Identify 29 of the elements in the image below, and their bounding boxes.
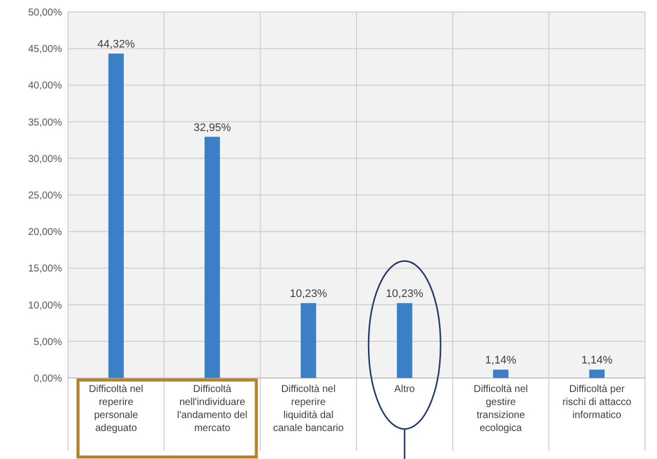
data-label: 1,14% <box>485 354 517 367</box>
data-label: 10,23% <box>386 288 424 300</box>
data-label: 32,95% <box>194 122 232 134</box>
x-tick-label: Difficoltà nel reperire personale adeguato <box>88 384 144 434</box>
y-tick-label: 50,00% <box>28 8 62 18</box>
bar <box>300 303 316 378</box>
y-tick-label: 45,00% <box>28 44 62 56</box>
y-tick-label: 10,00% <box>28 300 62 312</box>
bar <box>396 303 412 378</box>
x-tick-label: Altro <box>394 384 416 395</box>
bar <box>108 54 124 378</box>
y-tick-label: 5,00% <box>34 336 62 348</box>
y-tick-label: 40,00% <box>28 80 62 92</box>
y-tick-label: 35,00% <box>28 117 62 128</box>
bar <box>493 370 508 378</box>
y-tick-label: 25,00% <box>28 190 62 202</box>
y-tick-label: 0,00% <box>34 374 62 384</box>
data-label: 44,32% <box>97 38 135 51</box>
data-label: 1,14% <box>581 354 613 367</box>
data-label: 10,23% <box>290 288 328 300</box>
bar <box>204 136 220 378</box>
bar <box>589 370 605 378</box>
x-tick-label: Difficoltà per rischi di attacco informatico <box>562 384 632 421</box>
y-tick-label: 30,00% <box>28 154 62 165</box>
y-tick-label: 15,00% <box>28 264 62 275</box>
x-tick-label: Difficoltà nel reperire liquidità dal canale bancario <box>273 384 344 434</box>
x-tick-label: Difficoltà nell'individuare l'andamento del mercato <box>177 384 248 434</box>
x-tick-label: Difficoltà nel gestire transizione ecologica <box>474 384 528 434</box>
y-tick-label: 20,00% <box>28 227 62 238</box>
